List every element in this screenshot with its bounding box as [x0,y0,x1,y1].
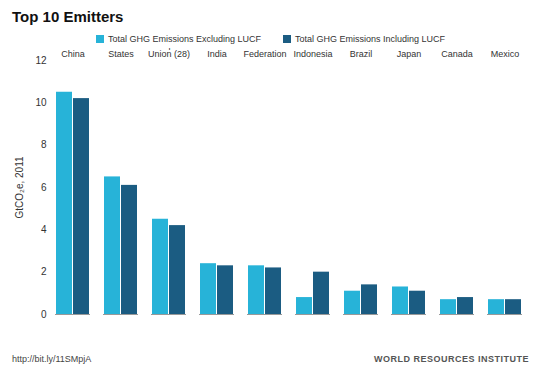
html-text:Total GHG Emissions Including: Total GHG Emissions Including LUCF [295,34,446,44]
svg-text:India: India [207,49,227,59]
svg-text:RussianFederation: RussianFederation [243,48,286,59]
svg-text:4: 4 [41,224,47,235]
svg-text:0: 0 [41,309,47,320]
svg-text:8: 8 [41,139,47,150]
svg-text:GtCO₂e, 2011: GtCO₂e, 2011 [14,156,25,218]
svg-text:EuropeanUnion (28): EuropeanUnion (28) [148,48,190,59]
svg-text:2: 2 [41,266,47,277]
svg-text:Indonesia: Indonesia [293,49,332,59]
svg-text:12: 12 [35,55,47,66]
html-text:Total GHG Emissions Excluding: Total GHG Emissions Excluding LUCF [107,34,261,44]
svg-text:Japan: Japan [397,49,422,59]
html-text:Top 10 Emitters: Top 10 Emitters [12,8,124,25]
svg-text:10: 10 [35,97,47,108]
svg-text:Mexico: Mexico [491,49,520,59]
html-text:WORLD RESOURCES INSTITUTE: WORLD RESOURCES INSTITUTE [374,354,529,364]
svg-text:China: China [61,49,85,59]
svg-text:Brazil: Brazil [350,49,373,59]
svg-text:Canada: Canada [441,49,473,59]
svg-text:6: 6 [41,182,47,193]
html-text:http://bit.ly/11SMpjA: http://bit.ly/11SMpjA [12,354,92,364]
svg-text:UnitedStates: UnitedStates [108,48,134,59]
